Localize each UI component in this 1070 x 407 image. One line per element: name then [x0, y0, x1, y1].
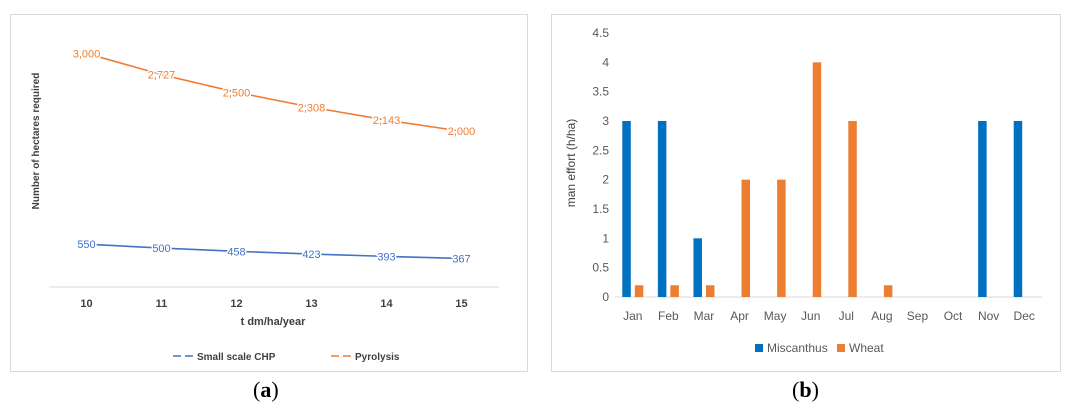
legend-swatch [755, 344, 763, 352]
bar [848, 121, 857, 297]
x-tick-label: Sep [907, 309, 929, 323]
x-tick-label: 13 [305, 298, 317, 310]
data-label: 2,500 [223, 87, 251, 99]
bar-chart: man effort (h/ha) 0 0.5 1 1.5 2 2.5 3 3.5 4 4.5 Ja… [564, 26, 1042, 355]
bar [777, 179, 786, 297]
x-tick-label: May [764, 309, 787, 323]
line-chart: Number of hectares required t dm/ha/year… [31, 47, 499, 363]
bar [622, 121, 631, 297]
x-tick-label: Nov [978, 309, 999, 323]
x-tick-label: Feb [658, 309, 679, 323]
legend-label: Wheat [849, 341, 884, 355]
x-tick-label: 15 [455, 298, 467, 310]
data-label: 550 [77, 239, 95, 251]
x-tick-label: 14 [380, 298, 393, 310]
bar [812, 62, 822, 298]
y-tick-label: 4 [602, 55, 609, 69]
data-label: 2,143 [373, 115, 401, 127]
legend-swatch [837, 344, 845, 352]
bar [741, 179, 751, 297]
plot-area: 0 0.5 1 1.5 2 2.5 3 3.5 4 4.5 Jan Feb Mar Apr May Jun Ju… [592, 26, 1042, 323]
legend: Small scale CHP Pyrolysis [173, 352, 400, 363]
y-tick-label: 2 [602, 173, 609, 187]
legend-label: Pyrolysis [355, 352, 400, 363]
y-axis-label: man effort (h/ha) [564, 119, 578, 208]
legend: Miscanthus Wheat [755, 341, 884, 355]
y-tick-label: 1.5 [592, 202, 609, 216]
series-line [86, 243, 462, 260]
y-tick-label: 0 [602, 290, 609, 304]
x-tick-label: Oct [944, 309, 963, 323]
y-tick-label: 3.5 [592, 85, 609, 99]
x-tick-label: Apr [730, 309, 749, 323]
x-tick-label: Jan [623, 309, 642, 323]
x-tick-label: Dec [1014, 309, 1035, 323]
x-tick-label: Mar [694, 309, 715, 323]
caption-a: (a) [253, 377, 279, 402]
bar [670, 285, 679, 297]
bar [978, 121, 987, 297]
data-label: 2,727 [148, 70, 176, 82]
x-tick-label: Aug [871, 309, 892, 323]
y-tick-label: 4.5 [592, 26, 609, 40]
data-label: 2,308 [298, 102, 326, 114]
caption-b: (b) [792, 377, 819, 402]
x-tick-label: 10 [80, 298, 92, 310]
data-label: 393 [377, 251, 395, 263]
data-label: 500 [152, 243, 170, 255]
bar [657, 121, 667, 297]
legend-label: Miscanthus [767, 341, 828, 355]
bar [1013, 121, 1023, 297]
legend-label: Small scale CHP [197, 352, 276, 363]
y-tick-label: 0.5 [592, 261, 609, 275]
x-axis-label: t dm/ha/year [241, 316, 307, 328]
x-tick-label: Jul [839, 309, 854, 323]
plot-area: 10 11 12 13 14 15 550 500 458 423 393 367 3,000 2,727… [49, 47, 499, 310]
y-axis-label: Number of hectares required [31, 73, 42, 210]
data-label: 367 [452, 253, 470, 265]
series-line [86, 52, 462, 133]
data-label: 2,000 [448, 126, 476, 138]
y-tick-label: 3 [602, 114, 609, 128]
y-tick-label: 2.5 [592, 143, 609, 157]
chart-panel-a: Number of hectares required t dm/ha/year… [10, 14, 528, 372]
bar [634, 285, 644, 297]
data-label: 3,000 [73, 48, 101, 60]
y-tick-label: 1 [602, 231, 609, 245]
bar [705, 285, 715, 297]
x-tick-label: 11 [156, 298, 168, 310]
bar [693, 238, 702, 297]
x-tick-label: Jun [801, 309, 820, 323]
data-label: 423 [302, 249, 320, 261]
chart-panel-b: man effort (h/ha) 0 0.5 1 1.5 2 2.5 3 3.5 4 4.5 Ja… [551, 14, 1061, 372]
data-label: 458 [227, 246, 245, 258]
x-tick-label: 12 [230, 298, 242, 310]
bar [883, 285, 893, 297]
